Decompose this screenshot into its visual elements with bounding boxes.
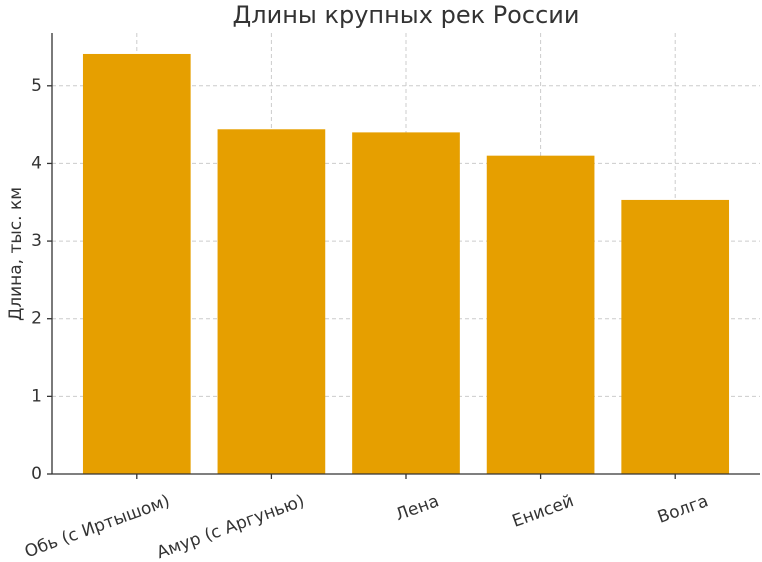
y-tick-label: 3: [31, 231, 42, 251]
chart-title: Длины крупных рек России: [233, 1, 580, 29]
y-axis-label: Длина, тыс. км: [6, 187, 26, 321]
bar: [352, 132, 460, 474]
x-tick-label: Енисей: [510, 491, 577, 532]
x-tick-label: Обь (с Иртышом): [22, 491, 173, 562]
y-tick-label: 2: [31, 309, 42, 329]
bar: [217, 129, 326, 474]
bar: [82, 53, 191, 475]
y-tick-label: 1: [31, 386, 42, 406]
y-tick-label: 5: [31, 76, 42, 96]
x-tick-label: Волга: [655, 491, 711, 528]
x-tick-label: Амур (с Аргунью): [154, 491, 307, 562]
x-tick-label: Лена: [393, 491, 442, 525]
bar: [486, 155, 595, 474]
y-tick-label: 4: [31, 153, 42, 173]
bar: [621, 199, 730, 475]
y-tick-label: 0: [31, 464, 42, 484]
